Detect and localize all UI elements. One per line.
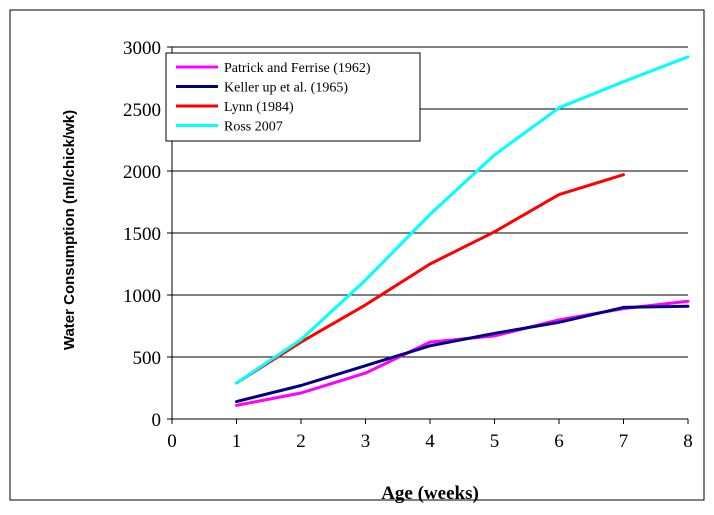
y-tick-label-2000: 2000 xyxy=(123,162,161,183)
y-tick-label-0: 0 xyxy=(152,410,162,431)
series-lines xyxy=(235,55,690,407)
legend-label-4: Ross 2007 xyxy=(224,120,283,135)
y-tick-label-1500: 1500 xyxy=(123,224,161,245)
legend-items: Patrick and Ferrise (1962) Keller up et a… xyxy=(176,61,371,135)
series-line-3 xyxy=(235,173,625,385)
legend-label-3: Lynn (1984) xyxy=(224,100,294,115)
x-tick-labels: 0 1 2 3 4 5 6 7 8 xyxy=(167,431,693,452)
x-tick-label-8: 8 xyxy=(683,431,693,452)
legend: Patrick and Ferrise (1962) Keller up et a… xyxy=(165,52,421,142)
series-line-4 xyxy=(235,55,690,385)
legend-label-2: Keller up et al. (1965) xyxy=(224,81,348,96)
y-tick-label-2500: 2500 xyxy=(123,100,161,121)
x-tick-label-4: 4 xyxy=(425,431,435,452)
y-axis-label: Water Consumption (ml/chick/wk) xyxy=(61,110,78,350)
x-tick-label-6: 6 xyxy=(554,431,564,452)
x-tick-label-2: 2 xyxy=(296,431,306,452)
x-tick-label-3: 3 xyxy=(361,431,371,452)
x-axis-label: Age (weeks) xyxy=(381,483,479,504)
x-tick-label-0: 0 xyxy=(167,431,177,452)
x-tick-label-1: 1 xyxy=(232,431,242,452)
y-tick-labels: 0 500 1000 1500 2000 2500 3000 xyxy=(123,38,161,431)
x-tick-label-7: 7 xyxy=(619,431,629,452)
y-tick-label-3000: 3000 xyxy=(123,38,161,59)
x-tick-label-5: 5 xyxy=(490,431,500,452)
series-line-2 xyxy=(235,304,690,404)
legend-label-1: Patrick and Ferrise (1962) xyxy=(224,61,371,76)
y-tick-label-500: 500 xyxy=(133,348,162,369)
y-tick-label-1000: 1000 xyxy=(123,286,161,307)
